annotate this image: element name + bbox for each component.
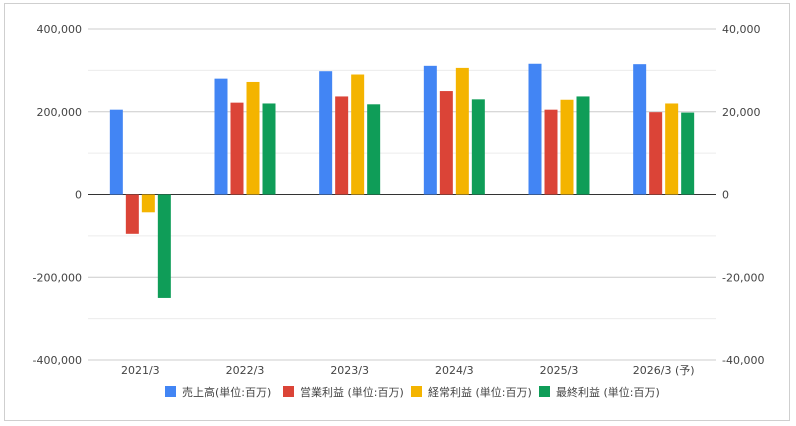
y-right-tick-label: -40,000 (722, 354, 764, 367)
y-right-tick-label: 40,000 (722, 23, 761, 36)
y-right-tick-label: 0 (722, 189, 729, 202)
x-category-label: 2026/3 (予) (633, 364, 695, 377)
bar (576, 96, 590, 195)
legend-label: 最終利益 (単位:百万) (556, 385, 660, 399)
bar (544, 109, 558, 195)
y-left-tick-label: 0 (75, 189, 82, 202)
bar (439, 91, 453, 195)
x-category-label: 2023/3 (330, 364, 369, 377)
bar (455, 67, 469, 195)
x-category-label: 2021/3 (121, 364, 160, 377)
bar (262, 103, 276, 195)
bar (230, 102, 244, 195)
x-category-label: 2025/3 (540, 364, 579, 377)
legend-swatch (283, 386, 294, 397)
bar (633, 64, 647, 195)
legend-swatch (165, 386, 176, 397)
legend-label: 経常利益 (単位:百万) (428, 385, 532, 399)
y-left-tick-label: -200,000 (33, 271, 82, 284)
bar (319, 71, 333, 195)
bar (157, 194, 171, 298)
bar (681, 112, 695, 195)
bar (335, 96, 349, 195)
bar (560, 99, 574, 195)
legend-label: 売上高(単位:百万) (182, 385, 271, 399)
gridlines (88, 28, 716, 361)
bar (367, 104, 381, 195)
y-right-tick-label: 20,000 (722, 106, 761, 119)
bar (528, 63, 542, 195)
bar (246, 81, 260, 195)
y-left-tick-label: 400,000 (37, 23, 83, 36)
bar (665, 103, 679, 195)
y-left-tick-label: -400,000 (33, 354, 82, 367)
bar (351, 74, 365, 195)
y-right-tick-label: -20,000 (722, 271, 764, 284)
y-left-tick-label: 200,000 (37, 106, 83, 119)
bar (649, 112, 663, 195)
legend-swatch (411, 386, 422, 397)
axes: 400,000 200,000 0 -200,000 -400,000 40,000 20,… (33, 23, 765, 377)
legend-swatch (539, 386, 550, 397)
bar (423, 65, 437, 195)
bar (471, 99, 485, 195)
x-category-label: 2022/3 (226, 364, 265, 377)
bar (109, 109, 123, 195)
bar (125, 194, 139, 234)
bar (141, 194, 155, 213)
bars (109, 63, 695, 298)
x-category-label: 2024/3 (435, 364, 474, 377)
bar (214, 78, 228, 195)
legend: 売上高(単位:百万) 営業利益 (単位:百万) 経常利益 (単位:百万) 最終利益 (… (165, 385, 660, 399)
legend-label: 営業利益 (単位:百万) (300, 385, 404, 399)
